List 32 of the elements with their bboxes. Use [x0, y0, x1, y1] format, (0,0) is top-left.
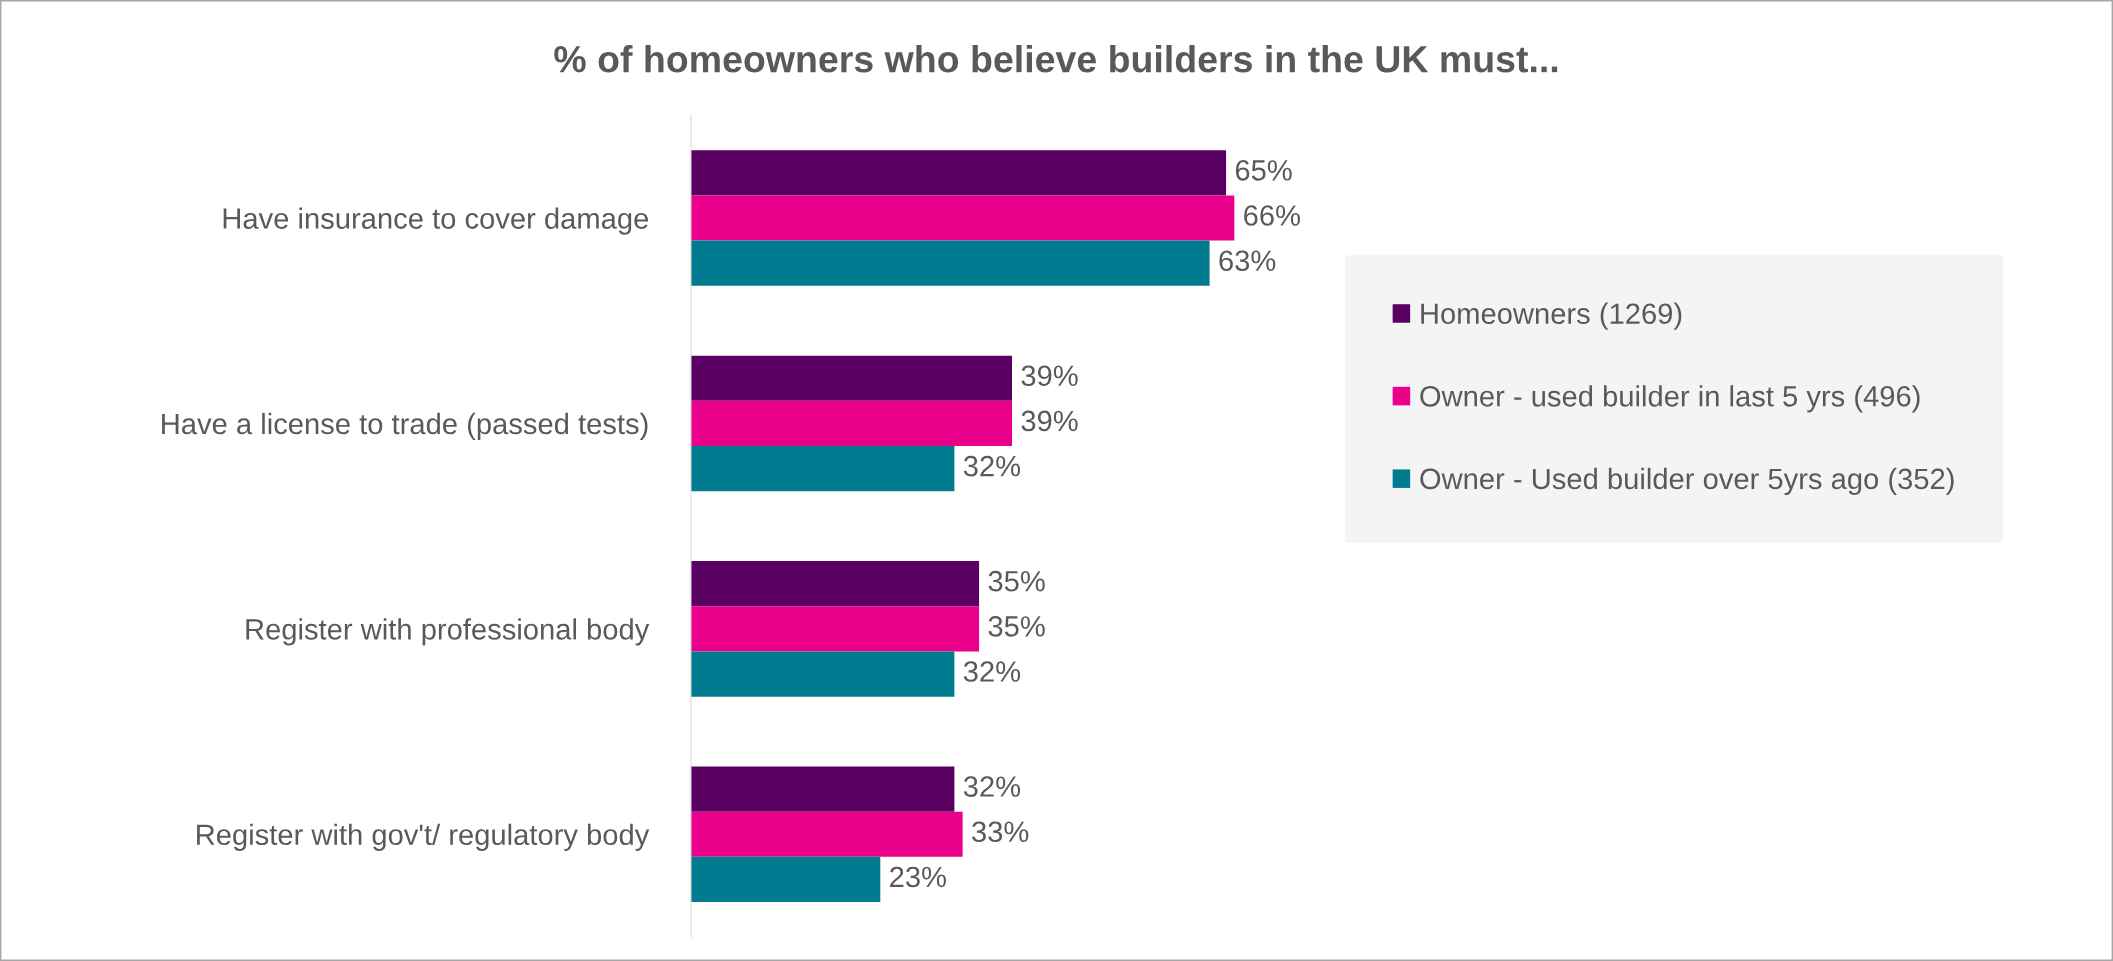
data-label: 32% — [963, 776, 1021, 797]
bar — [690, 240, 1210, 286]
bar — [690, 446, 955, 492]
y-tick-label: Have insurance to cover damage — [223, 207, 649, 235]
chart-title: % of homeowners who believe builders in the UK must... — [554, 44, 1558, 73]
bar — [690, 195, 1235, 241]
data-label: 66% — [1244, 205, 1300, 226]
data-label: 35% — [988, 570, 1045, 592]
y-tick-label: Register with professional body — [246, 618, 650, 646]
bar — [690, 856, 881, 903]
y-tick-label: Register with gov't/ regulatory body — [197, 823, 650, 851]
data-label: 32% — [963, 661, 1021, 682]
data-label: 32% — [963, 455, 1021, 477]
data-label: 33% — [972, 821, 1029, 843]
y-tick-label: Have a license to trade (passed tests) — [162, 412, 648, 441]
bar — [690, 561, 980, 607]
legend-label: Owner - used builder in last 5 yrs (496) — [1420, 385, 1920, 413]
data-label: 65% — [1235, 160, 1292, 181]
bar — [690, 150, 1227, 196]
data-label: 63% — [1219, 250, 1276, 272]
legend-label: Homeowners (1269) — [1421, 302, 1682, 330]
bar — [690, 400, 1013, 447]
bar — [690, 355, 1013, 401]
data-label: 23% — [890, 866, 946, 888]
legend-label: Owner - Used builder over 5yrs ago (352) — [1420, 467, 1954, 496]
data-label: 39% — [1021, 365, 1078, 387]
bar — [690, 651, 955, 697]
bar — [690, 811, 963, 857]
data-label: 39% — [1021, 410, 1078, 432]
bar — [690, 766, 955, 812]
data-label: 35% — [988, 616, 1045, 637]
bar — [690, 606, 980, 652]
